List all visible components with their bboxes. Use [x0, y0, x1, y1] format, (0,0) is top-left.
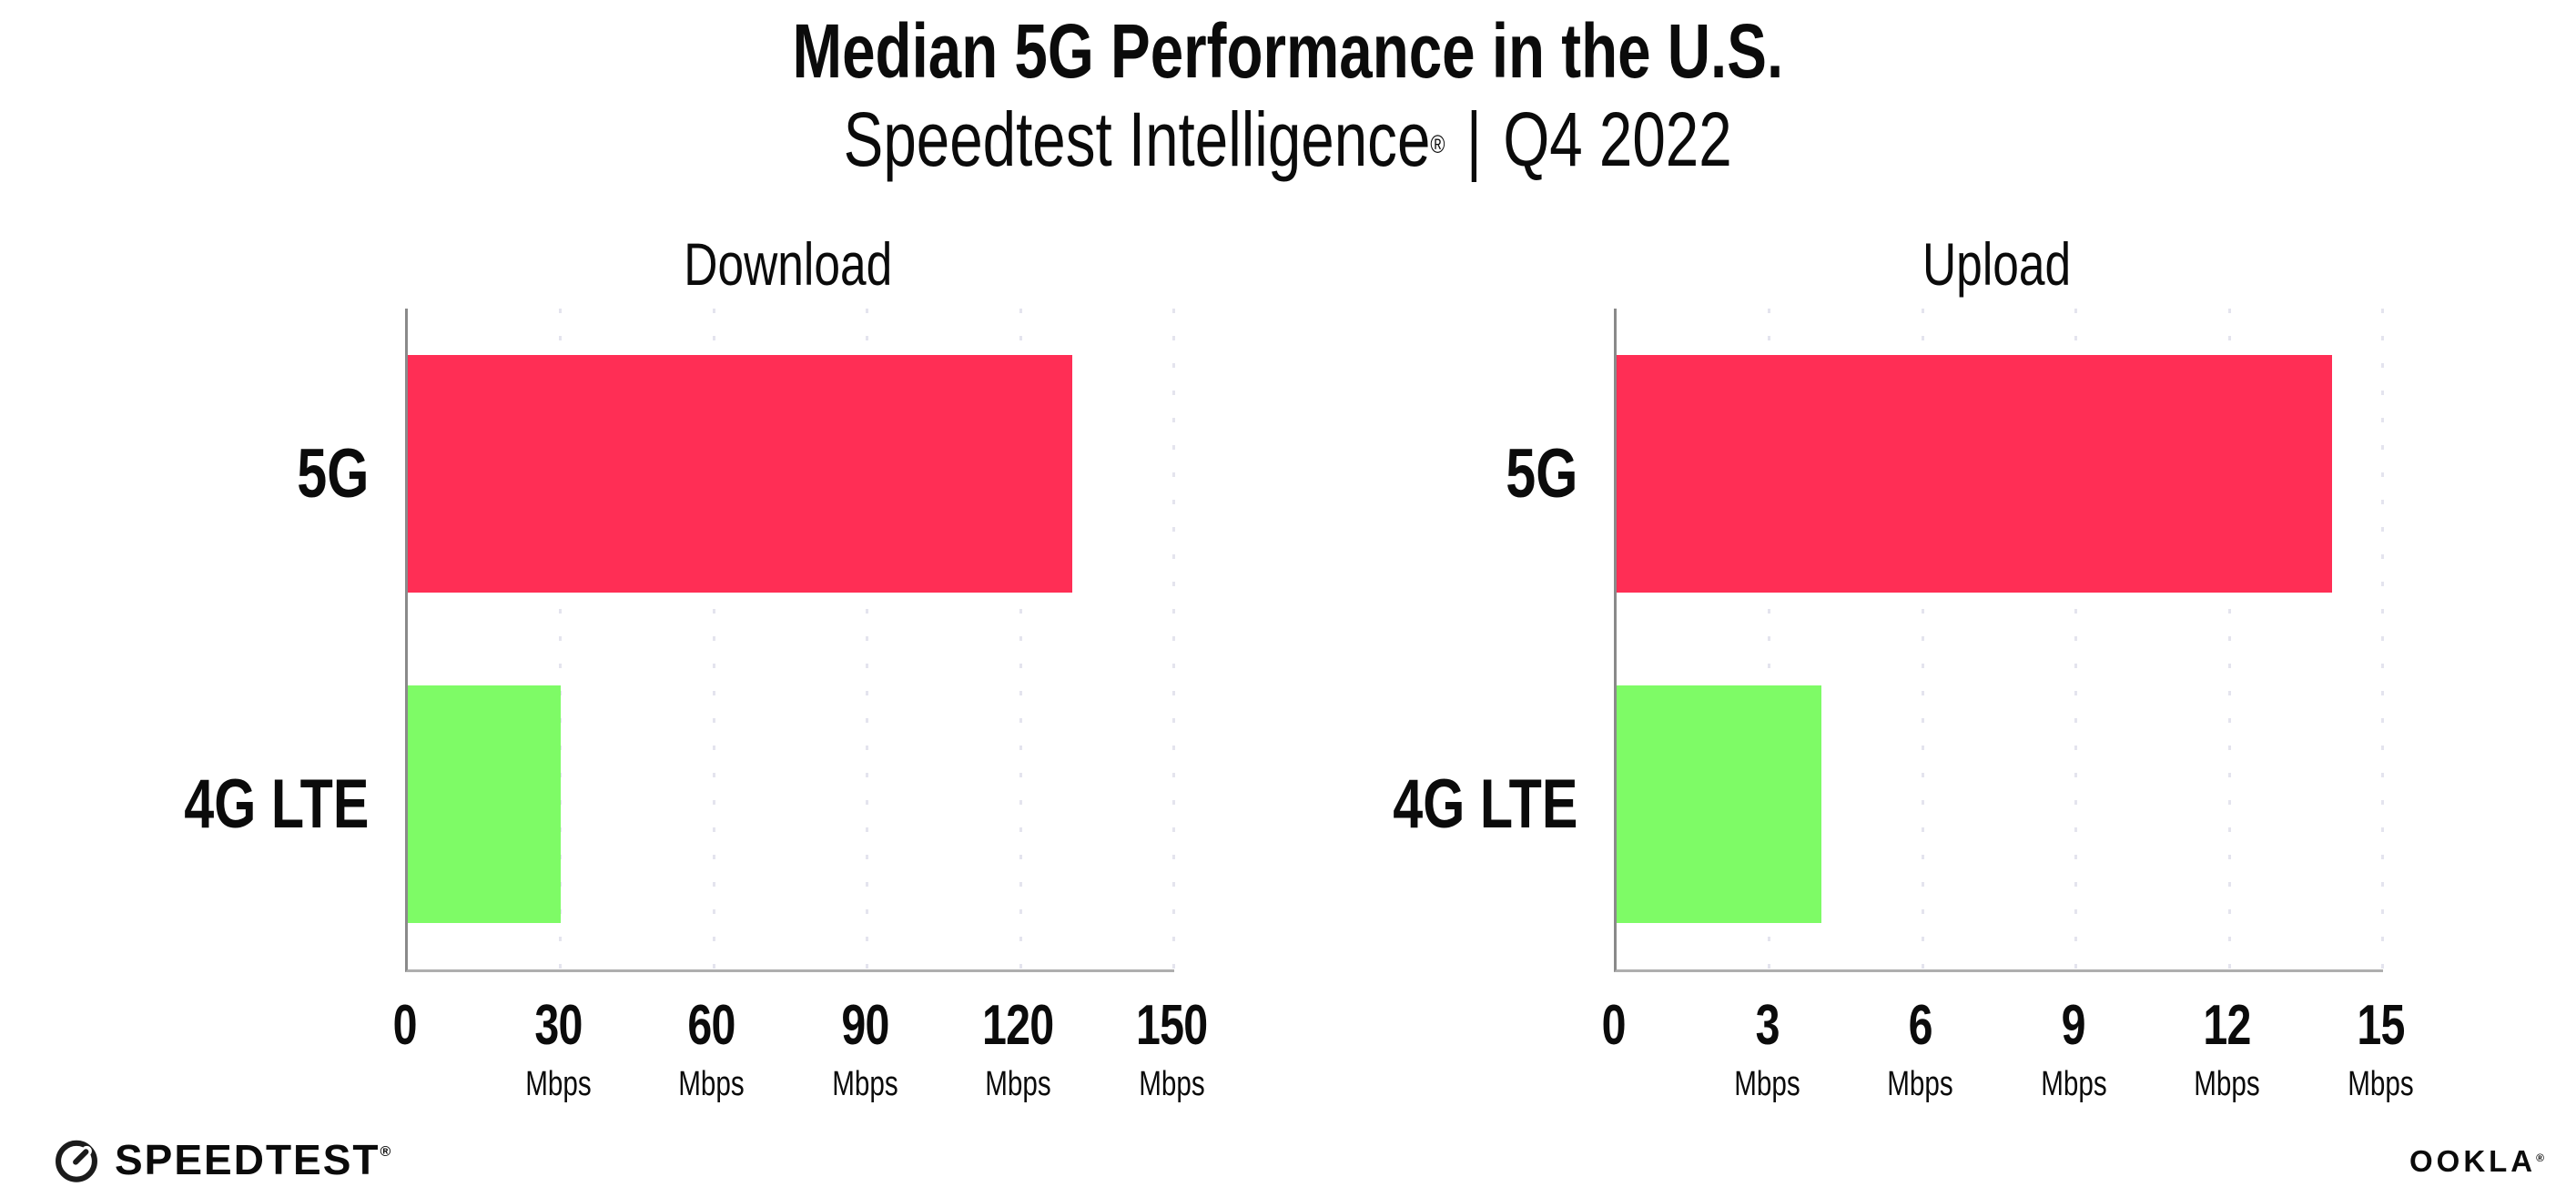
x-tick: 0	[314, 997, 496, 1055]
x-tick-value: 9	[2062, 994, 2086, 1057]
subtitle-period: Q4 2022	[1503, 96, 1733, 182]
download-plot-area	[405, 309, 1175, 972]
gridline	[2381, 309, 2384, 969]
x-tick: 0	[1523, 997, 1705, 1055]
x-tick-value: 0	[392, 994, 418, 1057]
x-tick-unit: Mbps	[1734, 1065, 1800, 1103]
x-tick-value: 6	[1908, 994, 1933, 1057]
x-tick-value: 15	[2356, 994, 2405, 1057]
gridline	[1019, 309, 1022, 969]
download-chart: Download 5G 4G LTE 0 30 Mbps 60 Mbps 90 Mbps 120 M…	[137, 218, 1208, 1147]
x-tick: 60 Mbps	[621, 994, 803, 1103]
x-tick-unit: Mbps	[2040, 1065, 2107, 1103]
y-axis-label-text: 4G LTE	[1392, 765, 1577, 843]
gridline	[1921, 309, 1924, 969]
x-tick-unit: Mbps	[985, 1065, 1051, 1103]
x-tick-unit: Mbps	[831, 1065, 898, 1103]
x-tick-value: 60	[687, 994, 736, 1057]
x-tick-unit: Mbps	[1138, 1065, 1205, 1103]
gridline	[2074, 309, 2078, 969]
bar-4g-lte-upload	[1617, 685, 1821, 924]
gridline	[559, 309, 563, 969]
x-tick: 30 Mbps	[467, 994, 649, 1103]
x-tick-value: 30	[534, 994, 583, 1057]
x-tick-value: 3	[1755, 994, 1780, 1057]
page-subtitle: Speedtest Intelligence® | Q4 2022	[0, 89, 2576, 189]
y-axis-label: 5G	[1195, 429, 1577, 520]
x-tick-unit: Mbps	[2194, 1065, 2260, 1103]
ookla-label: OOKLA	[2409, 1144, 2537, 1178]
upload-chart: Upload 5G 4G LTE 0 3 Mbps 6 Mbps 9 Mbps 12 Mbps 15 M…	[1345, 218, 2413, 1147]
bar-5g-download	[408, 354, 1072, 593]
speedtest-wordmark: SPEEDTEST®	[115, 1132, 390, 1187]
bar-5g-upload	[1617, 354, 2332, 593]
x-tick-value: 12	[2203, 994, 2251, 1057]
x-tick-value: 150	[1135, 994, 1208, 1057]
registered-mark: ®	[1430, 130, 1445, 158]
x-tick: 6 Mbps	[1830, 994, 2012, 1103]
speedtest-gauge-icon	[56, 1140, 97, 1182]
y-axis-label-text: 5G	[1505, 434, 1577, 512]
speedtest-label: SPEEDTEST	[115, 1136, 380, 1183]
gridline	[2227, 309, 2231, 969]
page-title-text: Median 5G Performance in the U.S.	[792, 8, 1784, 94]
y-axis-label-text: 5G	[296, 434, 369, 512]
y-axis-label: 4G LTE	[0, 759, 369, 850]
page-title: Median 5G Performance in the U.S.	[0, 5, 2576, 96]
subtitle-separator: |	[1466, 96, 1483, 182]
y-axis-label-text: 4G LTE	[183, 765, 369, 843]
chart-title-download: Download	[684, 230, 893, 298]
page-subtitle-text: Speedtest Intelligence® | Q4 2022	[844, 89, 1732, 189]
x-tick-unit: Mbps	[678, 1065, 745, 1103]
x-tick-value: 120	[982, 994, 1054, 1057]
gridline	[1768, 309, 1771, 969]
speedtest-mark: ®	[380, 1144, 391, 1160]
chart-title-upload: Upload	[1922, 230, 2072, 298]
x-tick: 12 Mbps	[2136, 994, 2318, 1103]
gridline	[1172, 309, 1175, 969]
x-tick-unit: Mbps	[2347, 1065, 2414, 1103]
y-axis-label: 4G LTE	[1195, 759, 1577, 850]
speedtest-logo: SPEEDTEST®	[53, 1132, 390, 1187]
x-tick: 3 Mbps	[1676, 994, 1858, 1103]
x-tick-value: 90	[841, 994, 889, 1057]
subtitle-brand: Speedtest Intelligence	[843, 96, 1431, 182]
x-tick: 90 Mbps	[774, 994, 956, 1103]
y-axis-label: 5G	[0, 429, 369, 520]
ookla-mark: ®	[2536, 1151, 2544, 1164]
x-tick: 120 Mbps	[928, 994, 1110, 1103]
bar-4g-lte-download	[408, 685, 562, 924]
gridline	[866, 309, 869, 969]
x-tick: 15 Mbps	[2289, 994, 2471, 1103]
x-tick-unit: Mbps	[525, 1065, 592, 1103]
upload-plot-area	[1614, 309, 2384, 972]
ookla-logo: OOKLA®	[2409, 1143, 2544, 1180]
x-tick-value: 0	[1601, 994, 1627, 1057]
x-tick: 150 Mbps	[1080, 994, 1263, 1103]
x-tick-unit: Mbps	[1887, 1065, 1954, 1103]
x-tick: 9 Mbps	[1983, 994, 2165, 1103]
gridline	[712, 309, 715, 969]
